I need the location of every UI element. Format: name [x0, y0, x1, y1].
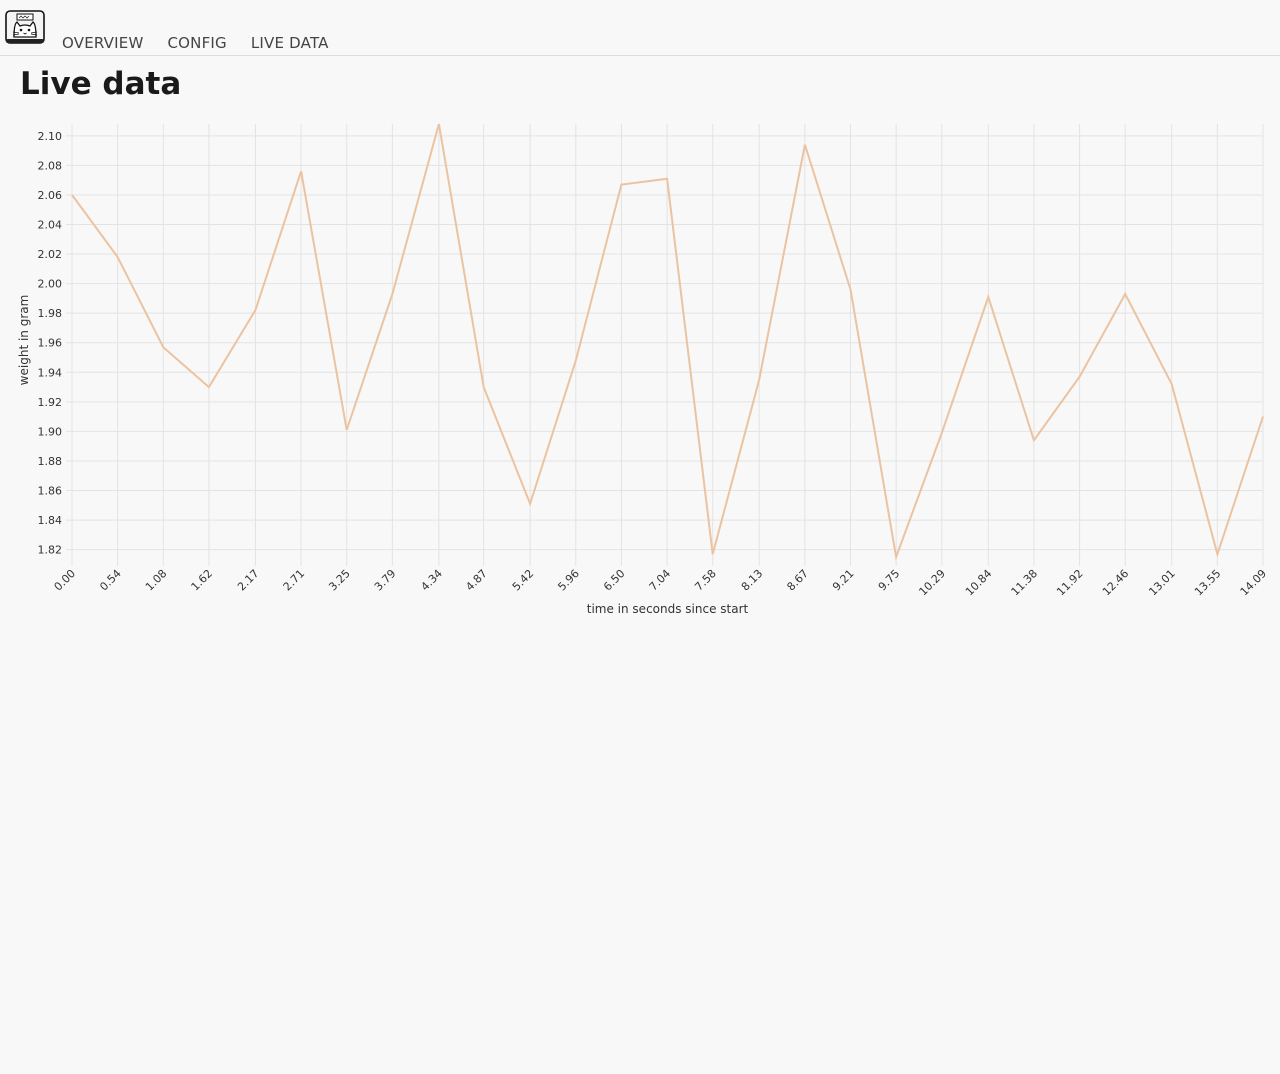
y-tick-label: 2.02: [38, 248, 63, 261]
x-tick-label: 14.09: [1238, 567, 1269, 598]
y-tick-label: 1.84: [38, 514, 63, 527]
x-tick-label: 10.84: [963, 567, 994, 598]
x-tick-label: 2.17: [235, 567, 262, 594]
y-tick-label: 1.88: [38, 455, 63, 468]
y-tick-label: 2.10: [38, 130, 63, 143]
y-tick-label: 1.86: [38, 485, 63, 498]
x-tick-label: 2.71: [281, 567, 308, 594]
top-navigation-bar: OVERVIEW CONFIG LIVE DATA: [0, 0, 1280, 56]
page-title: Live data: [20, 66, 182, 102]
x-tick-label: 13.55: [1192, 567, 1223, 598]
live-data-line-chart: 1.82 1.84 1.86 1.88 1.90 1.92 1.94 1.96 1.98 2.00…: [17, 123, 1270, 616]
y-tick-label: 1.94: [38, 366, 63, 379]
y-tick-label: 2.06: [38, 189, 63, 202]
x-tick-label: 5.42: [510, 567, 537, 594]
x-tick-label: 3.79: [372, 567, 399, 594]
x-tick-label: 9.75: [876, 567, 903, 594]
main-nav: OVERVIEW CONFIG LIVE DATA: [62, 34, 329, 52]
nav-item-live-data[interactable]: LIVE DATA: [250, 34, 329, 52]
y-tick-label: 2.00: [38, 278, 63, 291]
y-tick-label: 1.98: [38, 307, 63, 320]
x-tick-label: 1.62: [189, 567, 216, 594]
y-axis-title: weight in gram: [17, 295, 31, 386]
x-tick-label: 0.54: [97, 567, 124, 594]
nav-item-overview[interactable]: OVERVIEW: [62, 34, 144, 52]
x-tick-label: 1.08: [143, 567, 170, 594]
x-tick-label: 11.92: [1054, 567, 1085, 598]
y-tick-label: 1.92: [38, 396, 63, 409]
x-tick-label: 10.29: [916, 567, 947, 598]
x-tick-label: 4.34: [418, 567, 445, 594]
y-tick-label: 2.04: [38, 219, 63, 232]
y-tick-label: 2.08: [38, 159, 63, 172]
cat-scale-logo-icon[interactable]: [4, 9, 46, 45]
nav-item-config[interactable]: CONFIG: [167, 34, 227, 52]
y-tick-label: 1.96: [38, 337, 63, 350]
x-tick-label: 6.50: [601, 567, 628, 594]
x-tick-label: 13.01: [1146, 567, 1177, 598]
x-tick-label: 5.96: [555, 567, 582, 594]
y-axis-ticks: 1.82 1.84 1.86 1.88 1.90 1.92 1.94 1.96 1.98 2.00…: [38, 130, 63, 557]
x-tick-label: 0.00: [52, 567, 79, 594]
x-tick-label: 7.58: [692, 567, 719, 594]
x-axis-ticks: 0.00 0.54 1.08 1.62 2.17 2.71 3.25 3.79 4.34 4.87…: [52, 567, 1270, 598]
x-axis-title: time in seconds since start: [587, 602, 749, 616]
weight-series-line: [71, 123, 1264, 561]
vertical-grid: [71, 124, 1264, 566]
y-tick-label: 1.82: [38, 544, 63, 557]
x-tick-label: 7.04: [647, 567, 674, 594]
x-tick-label: 11.38: [1009, 567, 1040, 598]
x-tick-label: 8.13: [739, 567, 766, 594]
horizontal-grid: [66, 135, 1263, 551]
x-tick-label: 4.87: [463, 567, 490, 594]
x-tick-label: 3.25: [326, 567, 353, 594]
x-tick-label: 9.21: [830, 567, 857, 594]
x-tick-label: 8.67: [784, 567, 811, 594]
x-tick-label: 12.46: [1100, 567, 1131, 598]
y-tick-label: 1.90: [38, 425, 63, 438]
